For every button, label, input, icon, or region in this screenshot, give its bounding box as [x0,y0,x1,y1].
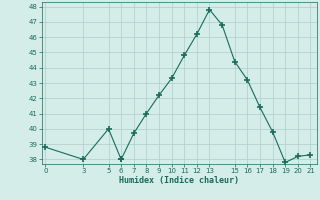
X-axis label: Humidex (Indice chaleur): Humidex (Indice chaleur) [119,176,239,185]
